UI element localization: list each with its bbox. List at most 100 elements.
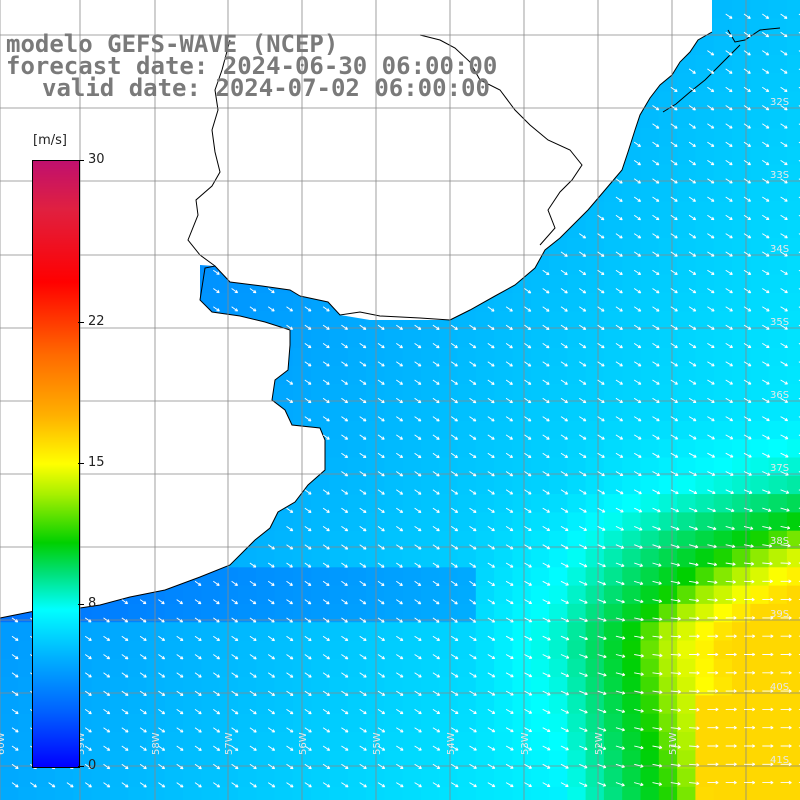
field-cell xyxy=(384,549,404,568)
wind-arrow xyxy=(615,471,624,477)
wind-arrow xyxy=(505,489,514,495)
field-cell xyxy=(0,713,19,733)
wind-arrow xyxy=(231,690,239,697)
wind-arrow xyxy=(396,343,403,349)
land-mask xyxy=(0,0,712,618)
wind-arrow xyxy=(560,727,569,733)
wind-arrow xyxy=(615,599,625,604)
field-cell xyxy=(439,494,459,513)
wind-arrow xyxy=(341,471,349,477)
wind-arrow xyxy=(725,544,736,549)
wind-arrow xyxy=(634,763,644,768)
field-cell xyxy=(768,36,788,56)
wind-arrow xyxy=(762,452,771,458)
colorbar-tick-mark xyxy=(78,321,84,323)
field-cell xyxy=(768,274,788,294)
field-cell xyxy=(420,457,440,477)
field-cell xyxy=(750,585,770,605)
field-cell xyxy=(384,640,404,660)
field-cell xyxy=(585,603,605,623)
wind-arrow xyxy=(670,160,678,166)
wind-arrow xyxy=(450,452,459,459)
field-cell xyxy=(750,658,770,678)
field-cell xyxy=(512,439,532,459)
wind-arrow xyxy=(597,727,607,732)
wind-arrow xyxy=(725,379,733,385)
field-cell xyxy=(658,366,678,385)
field-cell xyxy=(658,183,678,202)
wind-arrow xyxy=(652,416,660,422)
wind-arrow xyxy=(634,525,643,531)
wind-arrow xyxy=(432,507,440,513)
field-cell xyxy=(658,512,678,532)
wind-arrow xyxy=(30,782,37,788)
field-cell xyxy=(677,439,696,459)
wind-arrow xyxy=(707,507,716,513)
wind-arrow xyxy=(560,782,569,787)
field-cell xyxy=(347,457,367,477)
wind-arrow xyxy=(542,708,551,714)
field-cell xyxy=(329,512,349,532)
field-cell xyxy=(457,366,477,385)
field-cell xyxy=(640,219,660,239)
field-cell xyxy=(457,786,477,800)
wind-arrow xyxy=(688,105,696,111)
field-cell xyxy=(512,732,532,751)
field-cell xyxy=(603,622,623,642)
wind-arrow xyxy=(414,745,422,751)
field-cell xyxy=(457,494,477,513)
field-cell xyxy=(549,512,568,532)
wind-arrow xyxy=(377,580,385,587)
field-cell xyxy=(109,695,129,715)
wind-arrow xyxy=(707,86,715,93)
field-cell xyxy=(91,622,111,642)
wind-arrow xyxy=(249,617,257,623)
wind-arrow xyxy=(359,654,367,660)
field-cell xyxy=(183,768,202,788)
field-cell xyxy=(768,256,788,276)
wind-arrow xyxy=(542,361,550,367)
wind-arrow xyxy=(560,251,568,257)
wind-arrow xyxy=(450,397,458,404)
wind-arrow xyxy=(194,745,202,751)
wind-arrow xyxy=(213,745,221,751)
wind-arrow xyxy=(176,709,184,715)
field-cell xyxy=(146,713,166,733)
field-cell xyxy=(713,183,733,202)
field-cell xyxy=(640,439,660,459)
wind-arrow xyxy=(213,269,220,275)
field-cell xyxy=(475,567,495,587)
field-cell xyxy=(786,36,800,56)
field-cell xyxy=(658,329,678,349)
field-cell xyxy=(750,347,770,367)
field-cell xyxy=(549,384,568,404)
field-cell xyxy=(677,494,696,513)
wind-arrow xyxy=(615,361,623,367)
field-cell xyxy=(201,713,221,733)
wind-arrow xyxy=(396,489,404,495)
wind-arrow xyxy=(725,306,733,312)
wind-arrow xyxy=(505,306,513,312)
field-cell xyxy=(732,713,751,733)
wind-arrow xyxy=(487,452,495,459)
wind-arrow xyxy=(213,782,221,788)
wind-arrow xyxy=(286,745,294,751)
wind-arrow xyxy=(322,526,330,532)
field-cell xyxy=(402,750,422,770)
field-cell xyxy=(402,475,422,495)
wind-arrow xyxy=(213,763,221,770)
wind-arrow xyxy=(615,379,623,385)
wind-arrow xyxy=(432,672,441,678)
wind-arrow xyxy=(744,652,756,657)
wind-arrow xyxy=(542,690,551,696)
field-cell xyxy=(475,494,495,513)
field-cell xyxy=(713,91,733,111)
field-cell xyxy=(695,585,715,605)
field-cell xyxy=(530,549,550,568)
field-cell xyxy=(457,750,477,770)
field-cell xyxy=(750,256,770,276)
wind-arrow xyxy=(780,634,792,638)
wind-arrow xyxy=(304,690,312,696)
field-cell xyxy=(439,384,459,404)
field-cell xyxy=(695,622,715,642)
